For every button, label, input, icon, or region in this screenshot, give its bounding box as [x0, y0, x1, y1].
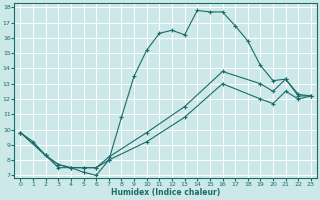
X-axis label: Humidex (Indice chaleur): Humidex (Indice chaleur)	[111, 188, 220, 197]
